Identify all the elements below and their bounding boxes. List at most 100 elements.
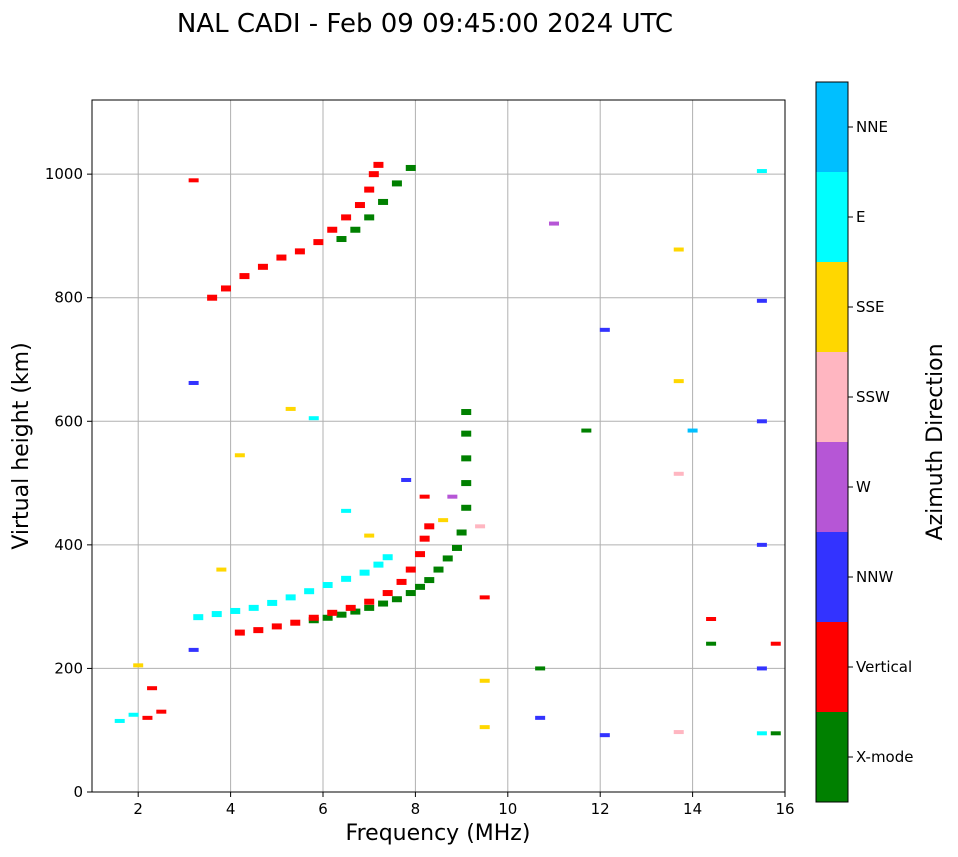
trace-mark xyxy=(405,164,416,171)
colorbar-segment xyxy=(816,712,848,802)
echo-mark xyxy=(188,380,199,385)
trace-mark xyxy=(391,180,402,187)
trace-mark xyxy=(424,523,435,530)
trace-mark xyxy=(308,614,319,621)
trace-mark xyxy=(350,608,361,615)
x-tick-label: 2 xyxy=(133,800,143,818)
trace-mark xyxy=(378,198,389,205)
trace-mark xyxy=(378,600,389,607)
echo-mark xyxy=(438,518,449,523)
echo-mark xyxy=(770,731,781,736)
trace-mark xyxy=(211,611,222,618)
trace-mark xyxy=(461,409,472,416)
colorbar-segment xyxy=(816,532,848,622)
echo-mark xyxy=(673,471,684,476)
trace-mark xyxy=(350,226,361,233)
colorbar-segment xyxy=(816,442,848,532)
trace-mark xyxy=(276,254,287,261)
x-tick-label: 8 xyxy=(411,800,421,818)
x-tick-label: 4 xyxy=(226,800,236,818)
trace-mark xyxy=(193,614,204,621)
colorbar-segment xyxy=(816,82,848,172)
echo-mark xyxy=(535,666,546,671)
trace-mark xyxy=(234,629,245,636)
echo-mark xyxy=(479,725,490,730)
x-tick-label: 14 xyxy=(683,800,702,818)
trace-mark xyxy=(373,161,384,168)
echo-mark xyxy=(535,715,546,720)
trace-mark xyxy=(461,480,472,487)
x-axis-ticks: 2 4 6 8 10 12 14 16 xyxy=(133,792,795,818)
data-marks xyxy=(114,161,781,738)
colorbar-category-label: E xyxy=(856,208,865,226)
trace-mark xyxy=(405,590,416,597)
y-tick-label: 800 xyxy=(54,289,83,307)
trace-mark xyxy=(239,273,250,280)
trace-mark xyxy=(451,544,462,551)
echo-mark xyxy=(308,416,319,421)
echo-mark xyxy=(114,718,125,723)
trace-mark xyxy=(364,598,375,605)
trace-mark xyxy=(456,529,467,536)
trace-mark xyxy=(285,594,296,601)
echo-mark xyxy=(756,169,767,174)
trace-mark xyxy=(327,609,338,616)
trace-mark xyxy=(364,604,375,611)
echo-mark xyxy=(188,647,199,652)
trace-mark xyxy=(230,607,241,614)
colorbar-label: Azimuth Direction xyxy=(923,343,948,540)
trace-mark xyxy=(382,590,393,597)
trace-mark xyxy=(345,604,356,611)
echo-mark xyxy=(673,379,684,384)
echo-mark xyxy=(687,428,698,433)
echo-mark xyxy=(128,712,139,717)
echo-mark xyxy=(216,567,227,572)
echo-mark xyxy=(475,524,486,529)
trace-mark xyxy=(248,604,259,611)
echo-mark xyxy=(673,730,684,735)
echo-mark xyxy=(756,419,767,424)
trace-mark xyxy=(391,596,402,603)
y-tick-label: 600 xyxy=(54,412,83,430)
trace-mark xyxy=(294,248,305,255)
echo-mark xyxy=(673,247,684,252)
echo-mark xyxy=(133,663,144,668)
colorbar-segment xyxy=(816,622,848,712)
trace-mark xyxy=(364,214,375,221)
echo-mark xyxy=(756,542,767,547)
colorbar-segment xyxy=(816,352,848,442)
colorbar-segment xyxy=(816,172,848,262)
trace-mark xyxy=(336,236,347,243)
trace-mark xyxy=(368,171,379,178)
x-tick-label: 16 xyxy=(775,800,794,818)
echo-mark xyxy=(188,178,199,183)
trace-mark xyxy=(415,551,426,558)
trace-mark xyxy=(257,263,268,270)
trace-mark xyxy=(405,566,416,573)
colorbar-frame xyxy=(815,81,849,803)
trace-mark xyxy=(207,294,218,301)
echo-mark xyxy=(706,641,717,646)
trace-mark xyxy=(364,186,375,193)
echo-mark xyxy=(549,221,559,226)
y-axis-label: Virtual height (km) xyxy=(9,342,34,549)
y-tick-label: 0 xyxy=(73,783,83,801)
trace-mark xyxy=(336,611,347,618)
echo-mark xyxy=(756,298,767,303)
trace-mark xyxy=(461,430,472,437)
echo-mark xyxy=(364,533,375,538)
echo-mark xyxy=(770,641,781,646)
trace-mark xyxy=(341,575,352,582)
echo-mark xyxy=(147,686,158,691)
echo-mark xyxy=(285,406,296,411)
colorbar-category-label: SSE xyxy=(856,298,885,316)
y-tick-label: 200 xyxy=(54,659,83,677)
echo-mark xyxy=(419,494,430,499)
y-tick-label: 400 xyxy=(54,536,83,554)
trace-mark xyxy=(461,504,472,511)
trace-mark xyxy=(271,623,282,630)
trace-mark xyxy=(327,226,338,233)
x-tick-label: 6 xyxy=(318,800,328,818)
colorbar-category-label: NNW xyxy=(856,568,893,586)
